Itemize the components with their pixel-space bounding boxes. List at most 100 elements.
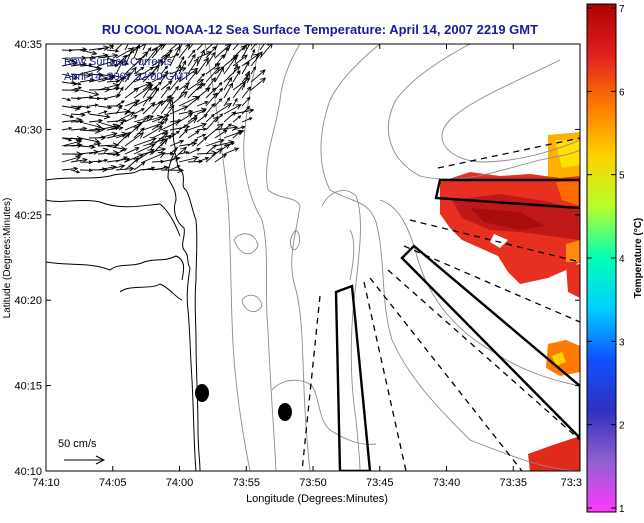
current-vector-arrow [259, 44, 273, 59]
current-vector-arrow [250, 44, 257, 51]
current-vector-arrow [142, 152, 166, 163]
current-vector-arrow [178, 128, 189, 139]
legend-line-1: Raw Surface Currents [64, 56, 173, 68]
current-vector-arrow [205, 123, 224, 139]
current-vectors [61, 44, 273, 174]
current-vector-arrow [169, 139, 185, 147]
current-vector-arrow [196, 113, 208, 123]
current-vector-arrow [160, 85, 171, 99]
current-vector-arrow [115, 134, 126, 139]
current-vector-arrow [169, 76, 182, 91]
current-vector-arrow [178, 113, 194, 123]
current-vector-arrow [169, 165, 181, 171]
current-vector-arrow [106, 108, 131, 116]
current-vector-arrow [61, 135, 84, 142]
current-vector-arrow [115, 76, 124, 91]
current-vector-arrow [241, 117, 253, 123]
current-vector-arrow [61, 97, 72, 102]
current-vector-arrow [70, 72, 93, 79]
current-vector-arrow [223, 65, 241, 83]
current-vector-arrow [178, 44, 183, 51]
current-vector-arrow [151, 137, 169, 155]
current-vector-arrow [160, 120, 181, 131]
x-tick-label: 73:40 [433, 477, 461, 489]
sst-patch-east [546, 264, 580, 376]
current-vector-arrow [115, 54, 128, 67]
velocity-scale-label: 50 cm/s [58, 438, 97, 450]
current-vector-arrow [187, 147, 202, 155]
current-vector-arrow [223, 147, 240, 155]
coastline [46, 99, 201, 471]
current-vector-arrow [133, 143, 156, 155]
current-vector-arrow [205, 44, 216, 51]
current-vector-arrow [106, 63, 119, 68]
current-vector-arrow [223, 111, 237, 123]
current-vector-arrow [232, 107, 255, 115]
x-tick-label: 73:35 [499, 477, 527, 489]
current-vector-arrow [187, 57, 199, 75]
current-vector-arrow [241, 70, 251, 91]
current-vector-arrow [97, 53, 119, 59]
colorbar-tick-label: 4 [619, 254, 625, 265]
current-vector-arrow [205, 102, 216, 115]
current-vector-arrow [115, 166, 135, 172]
current-vector-arrow [169, 64, 182, 83]
current-vector-arrow [214, 113, 224, 123]
current-vector-arrow [79, 89, 100, 97]
current-vector-arrow [151, 165, 170, 171]
current-vector-arrow [160, 49, 173, 59]
legend-line-2: April 14, 2007 22:00 GMT [64, 71, 190, 83]
current-vector-arrow [115, 156, 128, 163]
current-vector-arrow [205, 138, 225, 147]
temperature-colorbar: 7 6 5 4 3 2 1 Temperature (°C) [586, 3, 644, 515]
current-vector-arrow [88, 142, 102, 147]
current-vector-arrow [133, 66, 145, 75]
current-vector-arrow [223, 47, 229, 59]
current-vector-arrow [196, 136, 208, 147]
x-tick-label: 74:00 [166, 477, 194, 489]
current-vector-arrow [169, 91, 188, 107]
y-axis: 40:35 40:30 40:25 40:20 40:15 40:10 [14, 39, 580, 478]
current-vector-arrow [241, 61, 250, 75]
current-vector-arrow [259, 44, 265, 51]
current-vector-arrow [160, 94, 172, 107]
colorbar-tick-label: 2 [619, 421, 625, 432]
current-vector-arrow [223, 82, 234, 99]
current-vector-arrow [97, 76, 115, 83]
current-vector-arrow [214, 153, 228, 163]
current-vector-arrow [214, 103, 233, 115]
current-vector-arrow [250, 69, 266, 83]
current-vector-arrow [169, 44, 180, 51]
current-vector-arrow [223, 56, 237, 75]
current-vector-arrow [205, 66, 221, 83]
current-vector-arrow [205, 147, 223, 163]
x-tick-label: 73:55 [232, 477, 260, 489]
current-vector-arrow [133, 108, 145, 115]
current-vector-arrow [142, 101, 156, 115]
current-vector-arrow [97, 97, 109, 101]
current-vector-arrow [115, 148, 128, 155]
y-tick-label: 40:30 [14, 124, 42, 136]
y-tick-label: 40:35 [14, 39, 42, 51]
current-vector-arrow [196, 133, 207, 139]
current-vector-arrow [106, 152, 121, 157]
current-vector-arrow [214, 97, 223, 107]
current-vector-arrow [124, 157, 140, 171]
current-vector-arrow [169, 53, 180, 59]
x-tick-label: 74:05 [99, 477, 127, 489]
current-vector-arrow [205, 51, 216, 67]
current-vector-arrow [133, 161, 146, 171]
current-vector-arrow [178, 150, 190, 155]
current-vector-arrow [70, 81, 82, 86]
current-vector-arrow [187, 70, 198, 83]
current-vector-arrow [115, 60, 124, 75]
current-vector-arrow [223, 76, 233, 91]
current-vector-arrow [214, 81, 223, 91]
current-vector-arrow [106, 164, 126, 171]
current-vector-arrow [160, 156, 181, 163]
current-vector-arrow [160, 70, 169, 83]
current-vector-arrow [79, 110, 92, 115]
current-vector-arrow [169, 146, 179, 155]
current-vector-arrow [142, 64, 160, 83]
